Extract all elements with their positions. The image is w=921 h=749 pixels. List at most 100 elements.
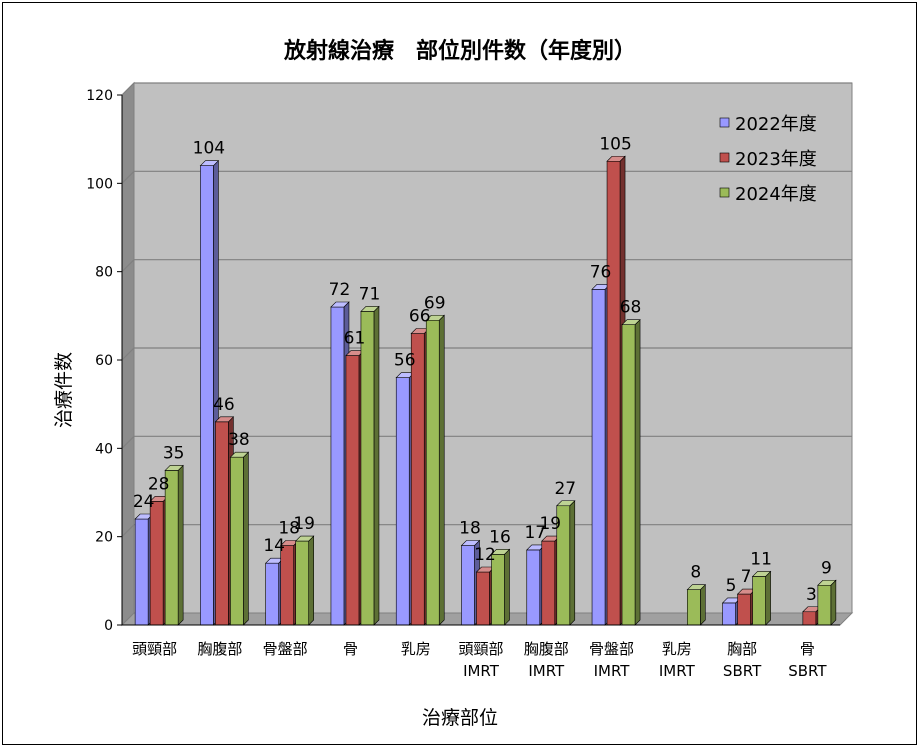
bar-side xyxy=(700,583,706,626)
bar-top xyxy=(360,306,380,312)
data-label: 5 xyxy=(726,576,737,596)
x-tick-label: IMRT xyxy=(463,662,500,680)
data-label: 72 xyxy=(329,280,351,300)
x-tick-label: IMRT xyxy=(594,662,631,680)
bar-top xyxy=(606,155,626,162)
data-label: 12 xyxy=(474,545,496,565)
legend-label: 2023年度 xyxy=(735,149,817,170)
bar-front xyxy=(410,333,425,626)
bar-top xyxy=(199,160,220,166)
bar-top xyxy=(164,465,184,471)
data-label: 38 xyxy=(228,430,250,450)
x-tick-label: 胸腹部 xyxy=(197,640,242,658)
chart-title: 放射線治療 部位別件数（年度別） xyxy=(283,38,636,64)
bar-front xyxy=(476,571,490,626)
bar-2024年度-頭頸部IMRT xyxy=(490,548,511,626)
bar-front xyxy=(345,355,360,626)
data-label: 24 xyxy=(133,492,155,512)
legend-label: 2024年度 xyxy=(735,184,817,205)
data-label: 27 xyxy=(554,479,576,499)
bar-side xyxy=(504,548,510,626)
x-tick-label: 乳房 xyxy=(401,640,431,658)
bar-side xyxy=(830,579,837,626)
gridline xyxy=(121,82,852,96)
data-label: 8 xyxy=(690,563,701,583)
x-tick-label: 頭頸部 xyxy=(458,640,503,658)
data-label: 14 xyxy=(263,536,285,556)
y-tick-label: 120 xyxy=(86,88,113,104)
y-tick-label: 40 xyxy=(95,441,113,457)
bar-front xyxy=(526,549,541,626)
bar-front xyxy=(425,319,440,626)
legend-label: 2022年度 xyxy=(735,114,817,135)
bar-2024年度-胸部SBRT xyxy=(751,570,772,626)
bar-top xyxy=(294,535,315,542)
y-tick-label: 60 xyxy=(95,353,113,369)
x-tick-label: SBRT xyxy=(723,662,762,680)
data-label: 56 xyxy=(394,351,416,371)
data-label: 76 xyxy=(590,262,612,282)
data-label: 7 xyxy=(741,567,752,587)
data-label: 69 xyxy=(424,293,446,313)
x-tick-label: 頭頸部 xyxy=(132,640,177,658)
bar-front xyxy=(461,545,475,626)
bar-side xyxy=(634,318,641,626)
data-label: 35 xyxy=(163,443,185,463)
data-label: 28 xyxy=(148,474,170,494)
bar-top xyxy=(425,314,445,321)
x-tick-label: IMRT xyxy=(528,662,565,680)
y-tick-label: 100 xyxy=(86,176,113,192)
bar-front xyxy=(802,611,817,626)
bar-2024年度-乳房IMRT xyxy=(686,583,707,626)
y-tick-label: 80 xyxy=(95,265,113,281)
x-tick-label: 骨 xyxy=(343,640,358,658)
bar-front xyxy=(395,377,410,626)
data-label: 11 xyxy=(750,549,772,569)
data-label: 16 xyxy=(489,527,511,547)
bar-top xyxy=(490,549,511,555)
bar-2024年度-骨盤部IMRT xyxy=(621,318,641,626)
data-label: 66 xyxy=(409,307,431,327)
bar-front xyxy=(591,289,606,626)
bar-top xyxy=(621,319,641,325)
legend-swatch xyxy=(719,117,730,128)
bar-side xyxy=(765,570,771,626)
bar-front xyxy=(200,165,214,626)
data-label: 17 xyxy=(524,523,546,543)
bar-top xyxy=(330,301,350,308)
bar-2024年度-骨盤部 xyxy=(294,535,315,626)
bar-2024年度-胸腹部IMRT xyxy=(556,500,576,626)
bar-top xyxy=(556,500,576,507)
data-label: 18 xyxy=(278,519,300,539)
bar-side xyxy=(438,314,445,626)
bar-2024年度-頭頸部 xyxy=(164,464,184,626)
bar-front xyxy=(134,518,149,626)
bar-2024年度-骨SBRT xyxy=(817,579,837,626)
bar-side xyxy=(243,451,249,626)
bar-side xyxy=(569,500,576,626)
data-label: 3 xyxy=(806,585,817,605)
data-label: 9 xyxy=(821,558,832,578)
data-label: 61 xyxy=(344,329,366,349)
y-tick-label: 20 xyxy=(95,530,113,546)
data-label: 18 xyxy=(459,519,481,539)
legend-swatch xyxy=(719,187,730,198)
bar-side xyxy=(373,305,380,626)
bar-front xyxy=(687,589,701,626)
bar-front xyxy=(621,324,636,626)
bar-front xyxy=(722,602,736,626)
bar-front xyxy=(606,160,621,626)
x-tick-label: 骨 xyxy=(800,640,815,658)
bar-side xyxy=(177,464,184,626)
bar-top xyxy=(214,416,235,423)
data-label: 46 xyxy=(213,395,235,415)
bar-top xyxy=(751,571,772,577)
y-axis-label: 治療件数 xyxy=(53,352,75,428)
x-tick-label: IMRT xyxy=(659,662,696,680)
bar-front xyxy=(360,311,375,626)
data-label: 105 xyxy=(599,134,631,154)
bar-front xyxy=(330,306,345,626)
data-label: 19 xyxy=(539,514,561,534)
x-tick-label: 乳房 xyxy=(662,640,692,658)
bar-side xyxy=(308,535,314,626)
